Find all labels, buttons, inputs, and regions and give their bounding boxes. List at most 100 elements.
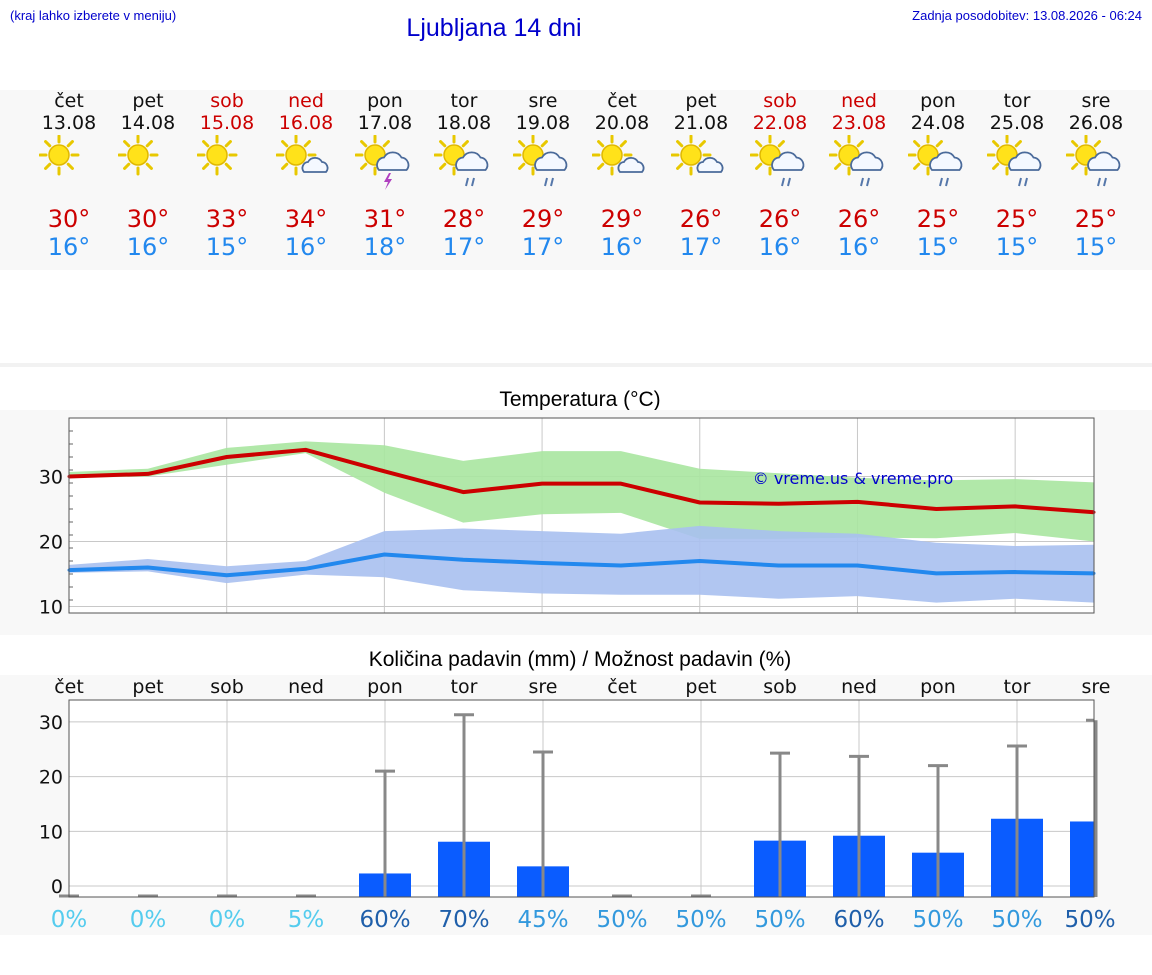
rain-drops (544, 177, 554, 187)
forecast-day: pet 21.08 26° 17° (661, 90, 741, 261)
forecast-weekday: sob (210, 90, 244, 112)
forecast-day: sre 19.08 29° 17° (503, 90, 583, 261)
sun-rays (197, 135, 238, 176)
forecast-day: sob 22.08 26° 16° (740, 90, 820, 261)
plot-frame (68, 699, 1095, 898)
min-temp-point (1013, 570, 1017, 574)
x-day-label: ned (841, 676, 877, 698)
forecast-weekday: pon (367, 90, 403, 112)
min-temp-point (855, 564, 859, 568)
max-temp-points (67, 448, 1096, 514)
forecast-weekday: pet (132, 90, 164, 112)
forecast-min-temp: 16° (600, 233, 644, 261)
forecast-weekday: sob (763, 90, 797, 112)
forecast-min-temp: 16° (126, 233, 170, 261)
x-day-label: sre (1082, 676, 1111, 698)
min-temp-line (68, 552, 1095, 578)
forecast-min-temp: 15° (205, 233, 249, 261)
min-temp-point (304, 567, 308, 571)
y-tick-label: 20 (39, 767, 63, 789)
last-update: Zadnja posodobitev: 13.08.2026 - 06:24 (912, 8, 1142, 23)
forecast-weekday: tor (450, 90, 478, 112)
min-temp-point (540, 561, 544, 565)
precip-chance-label: 0% (130, 907, 167, 933)
temperature-chart: 10 20 30 © vreme.us & vreme.pro (39, 417, 1096, 619)
sun-rays (39, 135, 80, 176)
sun-cloud-icon (276, 135, 329, 176)
sun-disc (601, 144, 623, 166)
precip-error-bar (1007, 744, 1027, 897)
sun-disc (680, 144, 702, 166)
max-temp-point (1013, 504, 1017, 508)
forecast-weekday: sre (1081, 90, 1111, 112)
precip-error-bar (928, 764, 948, 897)
precip-chance-label: 50% (912, 907, 963, 933)
page-title: Ljubljana 14 dni (406, 14, 582, 42)
sun-cloud-icon (671, 135, 724, 176)
forecast-min-temp: 17° (521, 233, 565, 261)
sun-rain-icon (434, 135, 489, 187)
forecast-max-temp: 31° (363, 205, 407, 233)
forecast-weekday: čet (607, 90, 637, 112)
forecast-day: sre 26.08 25° 15° (1056, 90, 1136, 261)
forecast-date: 18.08 (436, 112, 492, 134)
sun-rain-icon (987, 135, 1042, 187)
forecast-min-temp: 15° (1074, 233, 1118, 261)
plot-frame (68, 417, 1095, 614)
forecast-max-temp: 26° (758, 205, 802, 233)
y-tick-label: 0 (51, 876, 63, 898)
cloud (376, 151, 410, 171)
section-divider (0, 363, 1152, 367)
y-tick-label: 10 (39, 821, 63, 843)
forecast-max-temp: 34° (284, 205, 328, 233)
forecast-day: pon 24.08 25° 15° (898, 90, 978, 261)
x-day-label: pon (367, 676, 403, 698)
sun-disc (48, 144, 70, 166)
rain-drops (1018, 177, 1028, 187)
forecast-day: sob 15.08 33° 15° (187, 90, 267, 261)
sun-icon (197, 135, 238, 176)
precip-chance-label: 45% (517, 907, 568, 933)
forecast-date: 26.08 (1068, 112, 1124, 134)
temperature-chart-title: Temperatura (°C) (499, 388, 661, 411)
sun-rays (829, 135, 870, 176)
y-tick-label: 30 (39, 712, 63, 734)
x-day-label: tor (451, 676, 478, 698)
rain-drops (1097, 177, 1107, 187)
forecast-weekday: pon (920, 90, 956, 112)
forecast-max-temp: 25° (916, 205, 960, 233)
max-temp-point (146, 472, 150, 476)
min-temp-point (146, 566, 150, 569)
sun-rain-icon (750, 135, 805, 187)
forecast-strip: čet 13.08 30° 16° pet 14.08 30° 16° sob 15.08 33° 1… (0, 90, 1152, 270)
precip-error-bar (375, 769, 395, 897)
x-day-label: pet (685, 676, 716, 698)
precipitation-chart: čet pet sob ned pon tor sre čet pet sob ned pon tor s… (39, 676, 1116, 933)
min-temp-point (461, 558, 465, 562)
min-temp-point (225, 573, 229, 577)
forecast-max-temp: 30° (126, 205, 170, 233)
max-temp-point (225, 455, 229, 459)
forecast-day: čet 13.08 30° 16° (29, 90, 109, 261)
precip-chance-label: 50% (596, 907, 647, 933)
x-day-label: tor (1004, 676, 1031, 698)
sun-rain-icon (829, 135, 884, 187)
x-day-label: sob (763, 676, 797, 698)
forecast-date: 20.08 (594, 112, 650, 134)
precip-error-bar (533, 750, 553, 897)
forecast-day: tor 25.08 25° 15° (977, 90, 1057, 261)
sun-rays (118, 135, 159, 176)
cloud (455, 151, 489, 171)
rain-drops (781, 177, 791, 187)
menu-hint: (kraj lahko izberete v meniju) (10, 8, 177, 23)
precip-chance-label: 50% (675, 907, 726, 933)
forecast-day: čet 20.08 29° 16° (582, 90, 662, 261)
cloud (1008, 151, 1042, 171)
forecast-max-temp: 29° (600, 205, 644, 233)
sun-disc (127, 144, 149, 166)
sun-icon (118, 135, 159, 176)
max-temp-point (619, 482, 623, 486)
x-day-label: čet (54, 676, 84, 698)
forecast-date: 19.08 (515, 112, 571, 134)
forecast-max-temp: 29° (521, 205, 565, 233)
